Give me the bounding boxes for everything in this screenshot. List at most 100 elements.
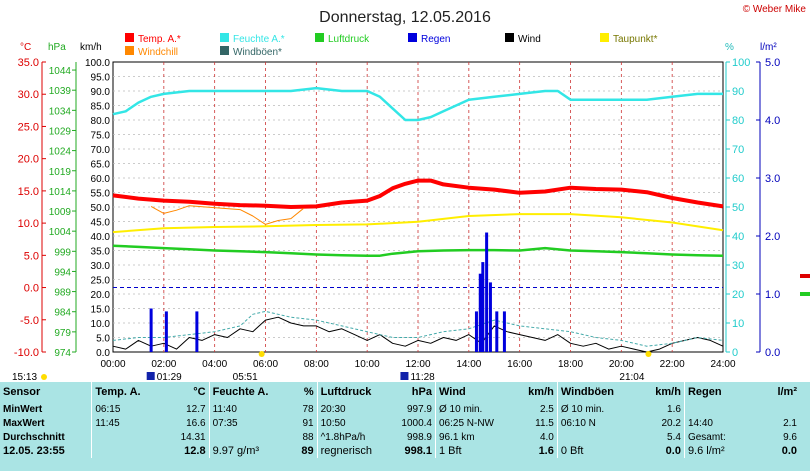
wind-tick-label: 60.0 (91, 174, 111, 185)
series-line-tempa (112, 178, 724, 209)
summary-cell: 12.7 (186, 403, 206, 415)
legend-label: Windchill (138, 47, 178, 58)
temp-tick-label: -10.0 (14, 347, 39, 359)
humidity-tick-label: 40 (732, 231, 744, 243)
rain-bar (474, 311, 478, 352)
summary-cell: 2.1 (783, 417, 797, 429)
summary-cell: 2.5 (539, 403, 554, 415)
summary-cell: Luftdruck (316, 382, 383, 402)
temp-tick-label: 5.0 (24, 250, 39, 262)
series-line-taupunkt (112, 213, 724, 234)
x-tick-label: 06:00 (253, 359, 278, 370)
pressure-tick-label: 1039 (49, 86, 72, 97)
summary-row: 12.05. 23:55 12.8 9.97 g/m³ 89 regnerisch 998… (0, 444, 800, 458)
summary-header-row: Sensor Temp. A. °C Feuchte A.% Luftdruck hPa W… (0, 382, 800, 402)
x-tick-label: 20:00 (609, 359, 634, 370)
summary-cell: 12.8 (184, 445, 206, 457)
summary-cell: 0.0 (781, 445, 797, 457)
humidity-tick-label: 90 (732, 86, 744, 98)
summary-cell (91, 444, 157, 458)
rain-tick-label: 3.0 (765, 173, 780, 185)
summary-cell: 88 (302, 431, 314, 443)
humidity-tick-label: 20 (732, 289, 744, 301)
legend-label: Temp. A.* (138, 34, 181, 45)
sunset-label: 21:04 (619, 372, 644, 382)
summary-cell: Windböen (556, 382, 633, 402)
summary-cell: Ø 10 min. (434, 402, 511, 416)
legend-swatch (220, 33, 229, 42)
sunrise-label: 05:51 (233, 372, 258, 382)
temp-tick-label: 35.0 (18, 57, 39, 69)
x-tick-label: 04:00 (202, 359, 227, 370)
wind-tick-label: 85.0 (91, 102, 111, 113)
moonrise-label: 01:29 (157, 372, 182, 382)
humidity-tick-label: 80 (732, 115, 744, 127)
summary-cell: Wind (434, 382, 511, 402)
summary-cell: 78 (302, 403, 314, 415)
summary-row: Durchschnitt 14.31 88 ^1.8hPa/h 998.9 96.1 km… (0, 430, 800, 444)
series-line-luftdruck (112, 244, 724, 257)
pressure-tick-label: 999 (54, 247, 71, 258)
x-tick-label: 16:00 (507, 359, 532, 370)
summary-cell: 11:40 (208, 402, 276, 416)
wind-tick-label: 50.0 (91, 203, 111, 214)
summary-cell: 4.0 (539, 431, 554, 443)
x-tick-label: 00:00 (100, 359, 125, 370)
chart-title: Donnerstag, 12.05.2016 (319, 9, 491, 26)
pressure-tick-label: 1009 (49, 207, 72, 218)
moonrise-marker (146, 372, 155, 380)
pressure-tick-label: 1029 (49, 126, 72, 137)
summary-cell: 89 (301, 445, 314, 457)
summary-cell (749, 402, 800, 416)
summary-cell: 0.0 (665, 445, 681, 457)
wind-tick-label: 5.0 (96, 334, 110, 345)
summary-cell: 14:40 (683, 416, 749, 430)
temp-tick-label: 10.0 (18, 218, 39, 230)
sunset-marker (645, 351, 652, 357)
pressure-tick-label: 1044 (49, 66, 72, 77)
summary-cell: km/h (655, 386, 681, 398)
rain-bar (488, 282, 492, 352)
wind-tick-label: 30.0 (91, 261, 111, 272)
temp-tick-label: -5.0 (20, 315, 39, 327)
wind-tick-label: 40.0 (91, 232, 111, 243)
wind-axis-unit: km/h (80, 42, 102, 53)
time-mark-left: 15:13 (12, 372, 37, 382)
temp-tick-label: 30.0 (18, 89, 39, 101)
humidity-tick-label: 100 (732, 57, 750, 69)
rain-tick-label: 2.0 (765, 231, 780, 243)
humidity-tick-label: 30 (732, 260, 744, 272)
humidity-axis-unit: % (725, 42, 734, 53)
pressure-tick-label: 974 (54, 348, 71, 359)
summary-cell: 9.6 l/m² (683, 444, 749, 458)
sunrise-marker (258, 351, 265, 357)
summary-cell: 5.4 (667, 431, 681, 443)
summary-cell: 91 (302, 417, 314, 429)
wind-tick-label: 100.0 (85, 58, 110, 69)
series-line-windchill (150, 205, 304, 225)
summary-row-label: Sensor (3, 386, 41, 398)
summary-cell: 998.1 (404, 445, 432, 457)
legend-label: Feuchte A.* (233, 34, 285, 45)
summary-cell: % (303, 386, 314, 398)
summary-cell: Ø 10 min. (556, 402, 633, 416)
rain-tick-label: 0.0 (765, 347, 780, 359)
humidity-tick-label: 50 (732, 202, 744, 214)
wind-tick-label: 0.0 (96, 348, 110, 359)
legend-label: Taupunkt* (613, 34, 658, 45)
pressure-tick-label: 1019 (49, 167, 72, 178)
summary-cell: regnerisch (316, 444, 383, 458)
rain-bar (495, 311, 499, 352)
edge-marker (800, 292, 810, 296)
summary-cell: 06:10 N (556, 416, 633, 430)
summary-row-label: 12.05. 23:55 (3, 445, 65, 457)
legend-label: Windböen* (233, 47, 282, 58)
time-mark-sun (41, 374, 47, 380)
summary-cell: 11:45 (91, 416, 157, 430)
pressure-tick-label: 979 (54, 328, 71, 339)
temp-tick-label: 20.0 (18, 154, 39, 166)
summary-cell: 1.6 (667, 403, 681, 415)
wind-tick-label: 95.0 (91, 73, 111, 84)
wind-tick-label: 45.0 (91, 218, 111, 229)
wind-tick-label: 10.0 (91, 319, 111, 330)
